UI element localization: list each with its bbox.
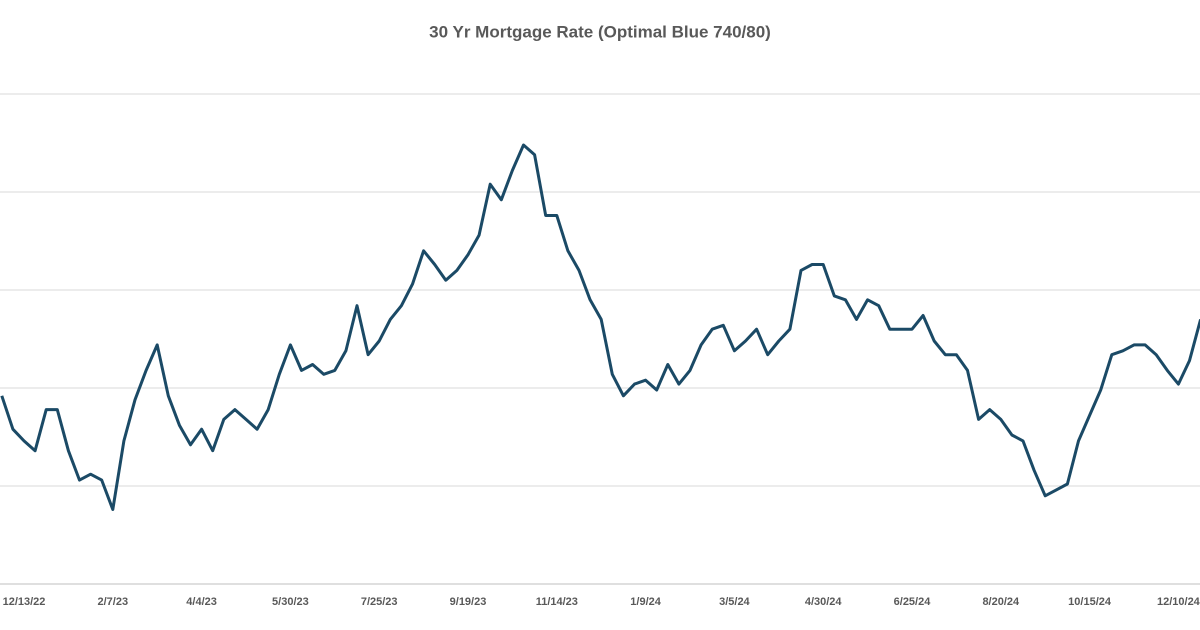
x-tick-label: 3/5/24 [719,596,750,608]
x-tick-label: 4/30/24 [805,596,843,608]
x-tick-label: 4/4/23 [186,596,217,608]
x-tick-label: 12/13/22 [3,596,46,608]
x-tick-label: 10/15/24 [1068,596,1112,608]
x-tick-label: 2/7/23 [98,596,129,608]
x-tick-label: 1/9/24 [630,596,661,608]
x-tick-label: 5/30/23 [272,596,309,608]
line-series [0,143,1200,511]
x-tick-label: 9/19/23 [450,596,487,608]
chart-title: 30 Yr Mortgage Rate (Optimal Blue 740/80… [429,22,771,41]
x-tick-label: 7/25/23 [361,596,398,608]
x-tick-label: 11/14/23 [536,596,578,608]
x-tick-label: 6/25/24 [894,596,932,608]
x-tick-label: 8/20/24 [982,596,1020,608]
x-tick-label: 12/10/24 [1157,596,1200,608]
